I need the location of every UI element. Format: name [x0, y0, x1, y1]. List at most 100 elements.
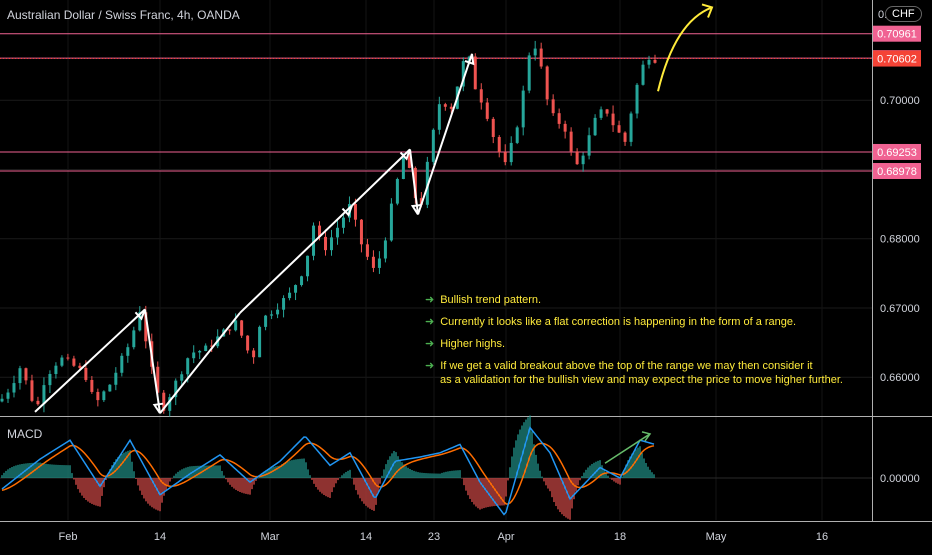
- candle-body: [186, 358, 190, 375]
- macd-histogram-bar: [455, 470, 457, 478]
- candle-body: [162, 392, 166, 411]
- macd-histogram-bar: [47, 464, 49, 478]
- time-tick-label: Apr: [497, 531, 514, 543]
- macd-histogram-bar: [153, 478, 155, 509]
- macd-histogram-bar: [75, 478, 77, 485]
- macd-histogram-bar: [123, 452, 125, 478]
- macd-histogram-bar: [273, 466, 275, 478]
- arrowhead: [399, 149, 411, 161]
- trend-line: [159, 312, 241, 414]
- macd-histogram-bar: [17, 464, 19, 478]
- candle-body: [635, 84, 639, 114]
- macd-histogram-bar: [77, 478, 79, 490]
- macd-histogram-bar: [421, 472, 423, 478]
- macd-histogram-bar: [355, 478, 357, 491]
- macd-histogram-bar: [479, 478, 481, 510]
- candle-body: [234, 320, 238, 331]
- macd-histogram-bar: [39, 462, 41, 478]
- candle-body: [557, 113, 561, 124]
- candle-body: [383, 240, 387, 259]
- macd-histogram-bar: [347, 470, 349, 478]
- macd-histogram-bar: [231, 478, 233, 487]
- candle-body: [300, 276, 304, 286]
- macd-histogram-bar: [363, 478, 365, 504]
- macd-histogram-bar: [557, 478, 559, 510]
- macd-histogram-bar: [413, 470, 415, 478]
- macd-histogram-bar: [647, 466, 649, 478]
- macd-histogram-bar: [527, 417, 529, 478]
- macd-histogram-bar: [389, 456, 391, 478]
- macd-histogram-bar: [171, 478, 173, 479]
- time-tick-label: 14: [360, 531, 372, 543]
- candle-body: [30, 380, 34, 401]
- time-tick-label: May: [706, 531, 727, 543]
- macd-histogram-bar: [27, 463, 29, 478]
- macd-histogram-bar: [497, 478, 499, 506]
- candle-body: [228, 329, 232, 331]
- macd-histogram-bar: [407, 467, 409, 478]
- macd-histogram-bar: [175, 473, 177, 478]
- candle-body: [401, 155, 405, 180]
- candle-body: [48, 373, 52, 386]
- candle-body: [437, 104, 441, 130]
- macd-histogram-bar: [183, 468, 185, 478]
- candle-body: [605, 109, 609, 114]
- macd-histogram-bar: [205, 465, 207, 478]
- divergence-line: [604, 433, 651, 464]
- macd-histogram-bar: [629, 456, 631, 478]
- macd-histogram-bar: [641, 452, 643, 478]
- macd-histogram-bar: [653, 474, 655, 478]
- arrow-icon: ➜: [425, 294, 435, 306]
- annotation-text: If we get a valid breakout above the top…: [440, 360, 813, 372]
- macd-histogram-bar: [477, 478, 479, 509]
- macd-histogram-bar: [203, 465, 205, 478]
- macd-histogram-bar: [61, 465, 63, 478]
- candle-body: [449, 106, 453, 109]
- macd-histogram-bar: [297, 459, 299, 478]
- arrowhead: [134, 308, 146, 321]
- macd-histogram-bar: [651, 472, 653, 478]
- macd-histogram-bar: [189, 466, 191, 478]
- price-axis: 0.700000.690000.680000.670000.660000.709…: [873, 9, 921, 485]
- candle-body: [377, 258, 381, 268]
- macd-histogram-bar: [41, 463, 43, 478]
- candle-body: [306, 255, 310, 277]
- macd-histogram-bar: [271, 467, 273, 478]
- candle-body: [276, 309, 280, 315]
- candle-body: [204, 345, 208, 351]
- macd-histogram-bar: [427, 473, 429, 478]
- macd-histogram-bar: [529, 415, 531, 478]
- candle-body: [90, 379, 94, 392]
- arrowhead: [410, 204, 422, 216]
- macd-histogram-bar: [115, 459, 117, 478]
- currency-button[interactable]: CHF: [885, 6, 922, 22]
- annotation-text: Bullish trend pattern.: [440, 294, 542, 306]
- macd-histogram-bar: [349, 469, 351, 478]
- macd-histogram-bar: [567, 478, 569, 519]
- candle-body: [407, 155, 411, 168]
- macd-histogram-bar: [359, 478, 361, 499]
- macd-histogram-bar: [449, 471, 451, 478]
- candle-body: [503, 152, 507, 163]
- macd-histogram-bar: [539, 470, 541, 478]
- macd-histogram-bar: [439, 473, 441, 478]
- macd-histogram-bar: [499, 478, 501, 506]
- macd-histogram-bar: [233, 478, 235, 489]
- price-tag-label: 0.70961: [877, 29, 917, 41]
- grid: [0, 0, 932, 522]
- macd-histogram-bar: [179, 470, 181, 478]
- candle-body: [539, 48, 543, 67]
- macd-histogram-bar: [463, 478, 465, 486]
- macd-histogram-bar: [239, 478, 241, 493]
- candle-body: [282, 298, 286, 310]
- macd-histogram-bar: [403, 464, 405, 478]
- macd-histogram-bar: [447, 471, 449, 478]
- macd-histogram-bar: [551, 478, 553, 498]
- macd-histogram-bar: [99, 478, 101, 507]
- macd-histogram-bar: [221, 470, 223, 478]
- macd-histogram-bar: [151, 478, 153, 508]
- macd-histogram-bar: [511, 456, 513, 478]
- macd-histogram-bar: [411, 470, 413, 478]
